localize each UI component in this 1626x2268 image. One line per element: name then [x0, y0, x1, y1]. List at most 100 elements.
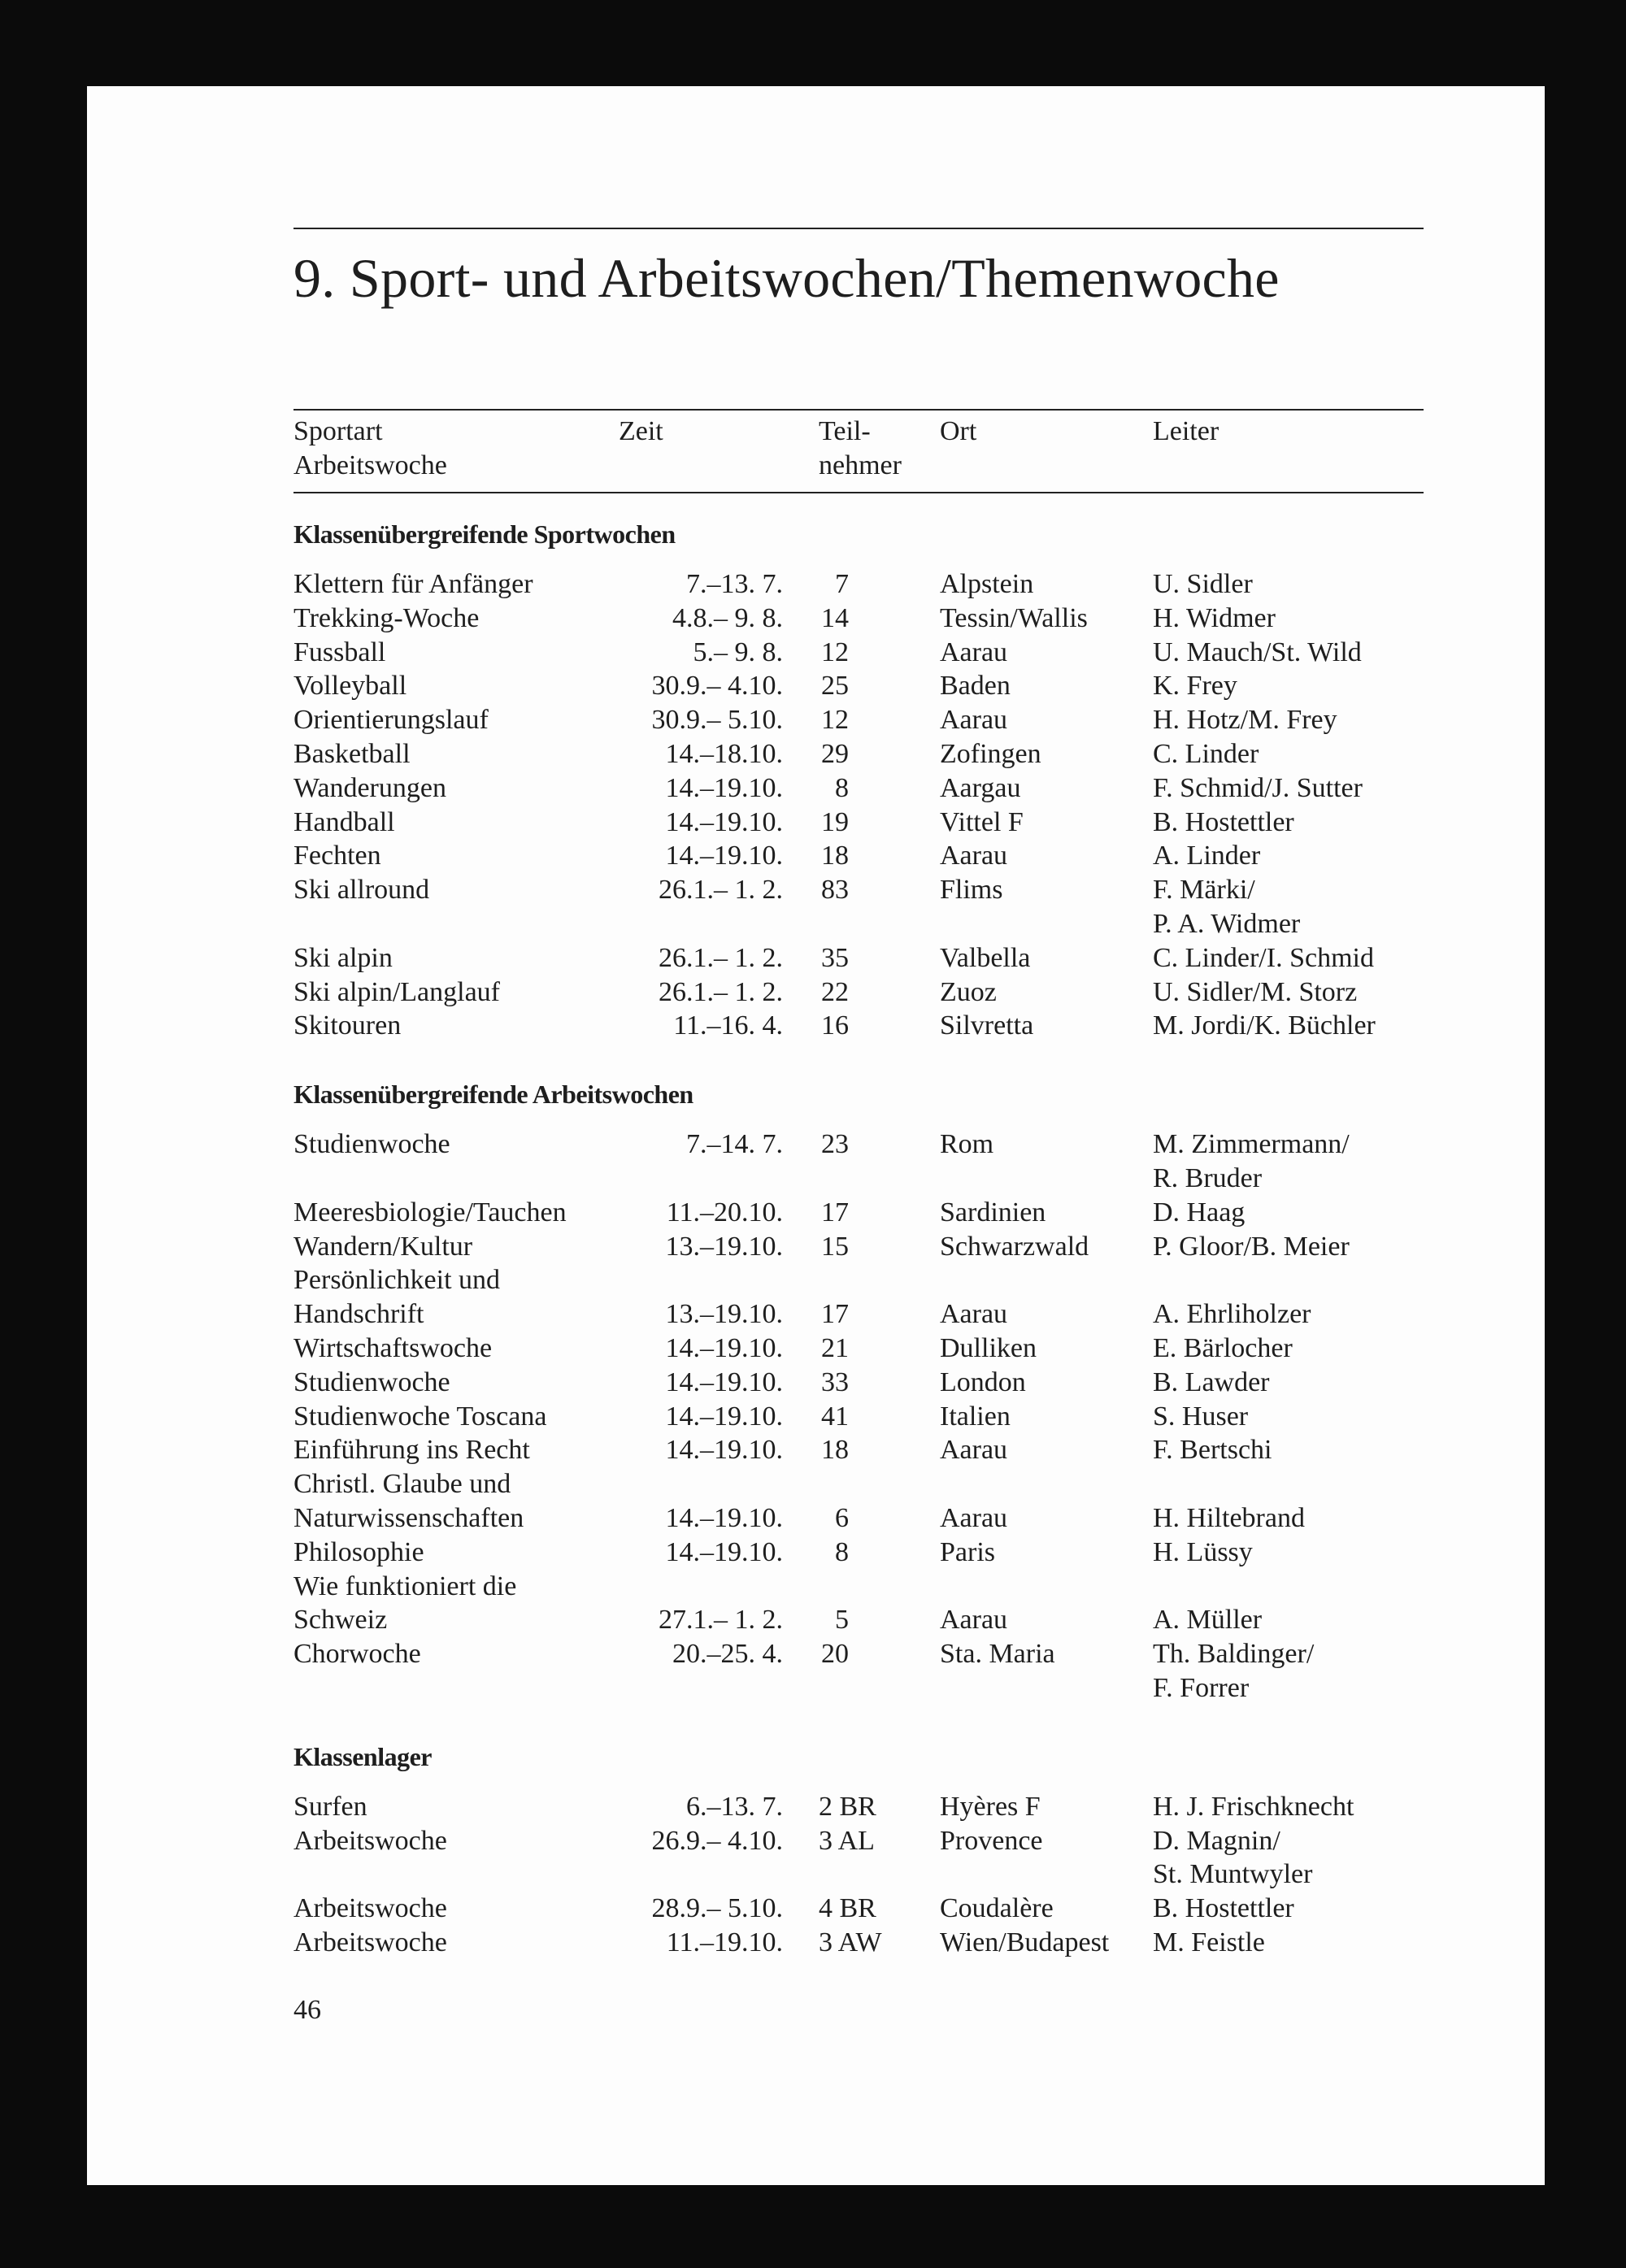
sportart-line: Einführung ins Recht: [293, 1435, 530, 1466]
cell-teilnehmer: 16: [783, 1009, 940, 1043]
cell-sportart: Basketball: [293, 737, 619, 771]
header-zeit: Zeit: [619, 416, 663, 446]
cell-sportart: Ski allround: [293, 873, 619, 907]
cell-ort: Hyères F: [940, 1791, 1041, 1822]
section-title: Klassenlager: [293, 1741, 432, 1771]
teilnehmer-value: 6: [835, 1502, 849, 1533]
cell-ort: Aarau: [940, 637, 1008, 667]
cell-teilnehmer: 15: [783, 1230, 940, 1264]
cell-sportart: Studienwoche: [293, 1366, 619, 1400]
cell-zeit: 13.–19.10.: [665, 1231, 784, 1262]
sportart-line: Studienwoche: [293, 1129, 450, 1160]
sportart-line: Orientierungslauf: [293, 705, 489, 736]
cell-teilnehmer: 83: [783, 873, 940, 907]
table-row: Fechten 14.–19.10. 18 Aarau A. Linder: [293, 839, 1424, 873]
teilnehmer-value: 17: [821, 1299, 849, 1330]
cell-zeit: 28.9.– 5.10.: [651, 1893, 784, 1924]
cell-zeit: 11.–20.10.: [666, 1197, 783, 1227]
cell-teilnehmer: 3 AL: [783, 1824, 940, 1858]
sportart-line: Basketball: [293, 738, 411, 769]
sportart-line: Handball: [293, 806, 395, 837]
leiter-line: R. Bruder: [1153, 1162, 1263, 1193]
leiter-line: Th. Baldinger/: [1153, 1639, 1315, 1670]
table-section: Klassenlager Surfen 6.–13. 7. 2 BR Hyères F H…: [293, 1740, 1424, 1960]
teilnehmer-value: 29: [821, 738, 849, 769]
teilnehmer-value: 18: [821, 841, 849, 871]
cell-ort: Dulliken: [940, 1332, 1037, 1363]
sportart-line: Arbeitswoche: [293, 1927, 447, 1957]
cell-ort: Coudalère: [940, 1893, 1054, 1924]
sportart-line: Handschrift: [293, 1299, 424, 1330]
leiter-line: F. Bertschi: [1153, 1435, 1272, 1466]
cell-teilnehmer: 22: [783, 975, 940, 1010]
leiter-line: St. Muntwyler: [1153, 1859, 1313, 1890]
teilnehmer-value: 3 AL: [819, 1825, 875, 1856]
teilnehmer-value: 83: [821, 875, 849, 906]
table-row: Christl. Glaube und Naturwissenschaften 14…: [293, 1467, 1424, 1536]
table-row: Meeresbiologie/Tauchen 11.–20.10. 17 Sardin…: [293, 1196, 1424, 1230]
teilnehmer-value: 41: [821, 1401, 849, 1432]
cell-teilnehmer: 8: [783, 1536, 940, 1570]
cell-sportart: Fechten: [293, 839, 619, 873]
cell-sportart: Arbeitswoche: [293, 1926, 619, 1960]
section-title: Klassenübergreifende Sportwochen: [293, 519, 676, 549]
teilnehmer-value: 23: [821, 1129, 849, 1160]
cell-teilnehmer: 17: [783, 1297, 940, 1332]
table-row: Ski allround 26.1.– 1. 2. 83 Flims F. Märki/…: [293, 873, 1424, 941]
leiter-line: C. Linder/I. Schmid: [1153, 942, 1374, 973]
sportart-line: Chorwoche: [293, 1639, 421, 1670]
cell-leiter: K. Frey: [1153, 669, 1424, 703]
teilnehmer-value: 17: [821, 1197, 849, 1227]
sportart-line: Wandern/Kultur: [293, 1231, 473, 1262]
cell-zeit: 4.8.– 9. 8.: [672, 602, 783, 633]
header-teil-line: Teil-: [819, 416, 871, 446]
sportart-line: Meeresbiologie/Tauchen: [293, 1197, 567, 1227]
section-title: Klassenübergreifende Arbeitswochen: [293, 1080, 693, 1110]
cell-zeit: 14.–19.10.: [665, 1332, 784, 1363]
cell-ort: Paris: [940, 1536, 995, 1567]
table-body: Klassenübergreifende Sportwochen Klettern…: [293, 517, 1424, 1994]
sportart-line: Wirtschaftswoche: [293, 1332, 493, 1363]
cell-leiter: B. Lawder: [1153, 1366, 1424, 1400]
cell-ort: Aarau: [940, 841, 1008, 871]
table-row: Surfen 6.–13. 7. 2 BR Hyères F H. J. Frischk…: [293, 1790, 1424, 1824]
leiter-line: D. Haag: [1153, 1197, 1246, 1227]
cell-ort: Aarau: [940, 1435, 1008, 1466]
cell-teilnehmer: 33: [783, 1366, 940, 1400]
cell-ort: London: [940, 1366, 1026, 1397]
table-row: Wie funktioniert die Schweiz 27.1.– 1. 2. 5…: [293, 1570, 1424, 1638]
sportart-line: Ski alpin: [293, 942, 393, 973]
leiter-line: H. Lüssy: [1153, 1536, 1253, 1567]
cell-sportart: Handball: [293, 806, 619, 840]
cell-sportart: Christl. Glaube und Naturwissenschaften: [293, 1467, 619, 1536]
table-row: Skitouren 11.–16. 4. 16 Silvretta M. Jordi/K…: [293, 1009, 1424, 1043]
sportart-line: Volleyball: [293, 671, 407, 702]
cell-leiter: C. Linder/I. Schmid: [1153, 941, 1424, 975]
sportart-line: Trekking-Woche: [293, 602, 480, 633]
sportart-line: Persönlichkeit und: [293, 1265, 501, 1296]
sportart-line: Philosophie: [293, 1536, 424, 1567]
sportart-line: Studienwoche Toscana: [293, 1401, 547, 1432]
cell-sportart: Trekking-Woche: [293, 602, 619, 636]
cell-ort: Valbella: [940, 942, 1031, 973]
cell-sportart: Klettern für Anfänger: [293, 567, 619, 602]
leiter-line: A. Müller: [1153, 1605, 1263, 1636]
leiter-line: P. A. Widmer: [1153, 908, 1301, 939]
cell-teilnehmer: 35: [783, 941, 940, 975]
cell-teilnehmer: 3 AW: [783, 1926, 940, 1960]
cell-leiter: H. Hotz/M. Frey: [1153, 703, 1424, 737]
cell-sportart: Volleyball: [293, 669, 619, 703]
cell-ort: Vittel F: [940, 806, 1024, 837]
cell-ort: Aarau: [940, 1605, 1008, 1636]
sportart-line: Fussball: [293, 637, 386, 667]
teilnehmer-value: 3 AW: [819, 1927, 882, 1957]
cell-sportart: Studienwoche: [293, 1127, 619, 1162]
teilnehmer-value: 15: [821, 1231, 849, 1262]
cell-leiter: B. Hostettler: [1153, 1892, 1424, 1926]
cell-teilnehmer: 19: [783, 806, 940, 840]
cell-zeit: 14.–19.10.: [665, 1536, 784, 1567]
table-section: Klassenübergreifende Arbeitswochen Studie…: [293, 1077, 1424, 1705]
cell-zeit: 5.– 9. 8.: [693, 637, 784, 667]
leiter-line: B. Lawder: [1153, 1366, 1270, 1397]
cell-zeit: 7.–14. 7.: [686, 1129, 783, 1160]
